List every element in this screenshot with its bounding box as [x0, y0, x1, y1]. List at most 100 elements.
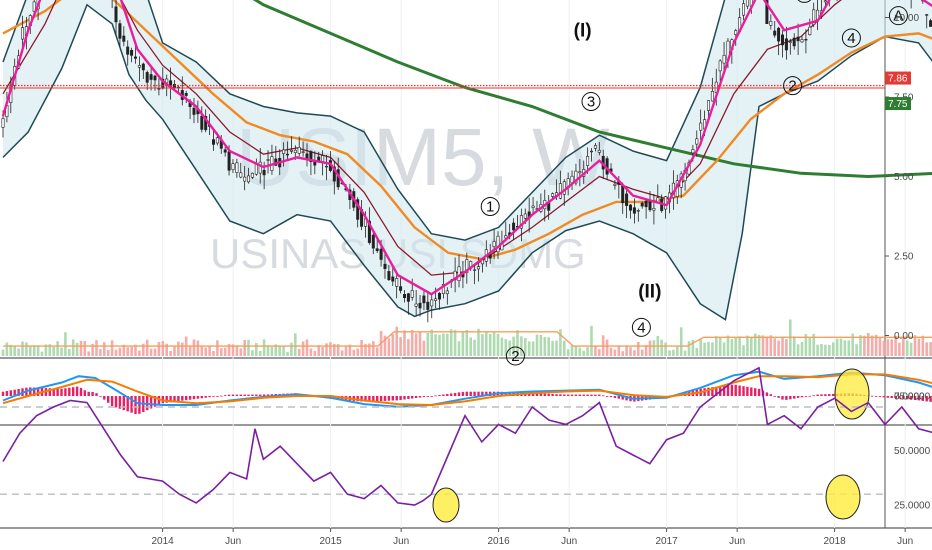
candle-body	[788, 41, 792, 43]
macd-histogram-bar	[793, 396, 796, 399]
macd-histogram-bar	[613, 396, 617, 398]
macd-histogram-bar	[917, 396, 921, 401]
macd-histogram-bar	[270, 394, 274, 396]
candle-body	[589, 150, 593, 153]
volume-bar	[453, 329, 457, 356]
volume-bar	[449, 329, 453, 356]
macd-histogram-bar	[785, 396, 788, 400]
macd-histogram-bar	[477, 391, 480, 396]
volume-bar	[909, 342, 913, 356]
volume-bar	[216, 340, 219, 356]
candle-body	[741, 3, 745, 16]
macd-histogram-bar	[157, 396, 161, 405]
macd-histogram-bar	[789, 396, 792, 400]
volume-bar	[321, 347, 324, 356]
volume-bar	[543, 337, 547, 356]
volume-bar	[917, 338, 921, 356]
volume-bar	[25, 342, 28, 356]
candle-body	[808, 26, 812, 36]
volume-bar	[227, 344, 231, 356]
volume-bar	[921, 335, 925, 356]
macd-histogram-bar	[531, 393, 535, 396]
x-tick-label: 2018	[823, 536, 846, 547]
volume-bar	[773, 338, 776, 356]
candle-body	[804, 38, 808, 41]
macd-histogram-bar	[535, 393, 539, 396]
x-tick-label: Jun	[729, 536, 745, 547]
macd-histogram-bar	[457, 392, 461, 396]
candle-body	[496, 235, 500, 253]
macd-histogram-bar	[567, 394, 570, 396]
wave-label: 3	[587, 94, 595, 111]
candle-body	[476, 266, 480, 270]
macd-histogram-bar	[832, 393, 835, 396]
candle-body	[134, 56, 138, 59]
macd-histogram-bar	[726, 385, 730, 396]
candle-body	[473, 269, 477, 271]
macd-histogram-bar	[185, 396, 188, 401]
volume-bar	[1, 349, 5, 356]
x-tick-label: 2014	[151, 536, 174, 547]
volume-bar	[325, 343, 328, 356]
candle-body	[812, 9, 816, 25]
volume-bar	[835, 338, 839, 356]
candle-body	[149, 74, 153, 80]
volume-bar	[9, 344, 13, 356]
macd-histogram-bar	[711, 387, 714, 396]
macd-histogram-bar	[356, 396, 359, 402]
volume-bar	[469, 337, 472, 356]
macd-histogram-bar	[878, 396, 882, 397]
macd-histogram-bar	[5, 391, 9, 396]
candle-body	[301, 151, 305, 153]
volume-bar	[867, 333, 870, 356]
candle-body	[402, 293, 406, 298]
macd-histogram-bar	[828, 394, 831, 396]
volume-bar	[255, 343, 258, 356]
volume-bar	[855, 344, 858, 356]
volume-bar	[438, 334, 441, 356]
macd-histogram-bar	[91, 392, 94, 396]
candle-body	[130, 49, 134, 56]
macd-histogram-bar	[485, 391, 488, 396]
macd-histogram-bar	[224, 395, 227, 396]
volume-bar	[368, 343, 371, 356]
volume-bar	[383, 335, 387, 356]
volume-bar	[488, 333, 492, 356]
macd-histogram-bar	[9, 390, 12, 396]
volume-bar	[828, 345, 831, 356]
volume-bar	[753, 333, 757, 356]
volume-bar	[387, 338, 391, 356]
macd-histogram-bar	[255, 394, 258, 396]
macd-histogram-bar	[715, 386, 718, 396]
candle-body	[652, 208, 656, 211]
volume-bar	[44, 344, 48, 356]
volume-bar	[633, 350, 636, 356]
volume-bar	[652, 340, 656, 356]
bollinger-upper-line	[2, 0, 726, 241]
volume-bar	[660, 339, 663, 356]
volume-bar	[403, 330, 406, 356]
volume-bar	[886, 339, 890, 356]
x-tick-label: Jun	[225, 536, 241, 547]
volume-bar	[617, 345, 621, 356]
wave-label: (I)	[574, 21, 592, 42]
macd-histogram-bar	[364, 396, 367, 402]
candle-body	[379, 248, 383, 260]
volume-bar	[516, 330, 519, 356]
volume-bar	[208, 345, 211, 356]
volume-bar	[874, 334, 878, 356]
macd-histogram-bar	[913, 396, 917, 400]
candle-body	[145, 72, 149, 83]
macd-histogram-bar	[68, 387, 71, 396]
macd-histogram-bar	[481, 391, 484, 396]
volume-bar	[426, 333, 430, 356]
macd-histogram-bar	[582, 394, 585, 396]
candle-body	[375, 248, 379, 251]
candle-body	[212, 139, 216, 145]
volume-bar	[278, 346, 281, 356]
macd-histogram-bar	[450, 393, 453, 396]
axes: 20.0017.5015.0012.5010.007.505.002.500.0…	[151, 13, 930, 547]
macd-histogram-bar	[407, 396, 410, 399]
volume-bar	[126, 347, 129, 356]
volume-bar	[188, 346, 192, 356]
